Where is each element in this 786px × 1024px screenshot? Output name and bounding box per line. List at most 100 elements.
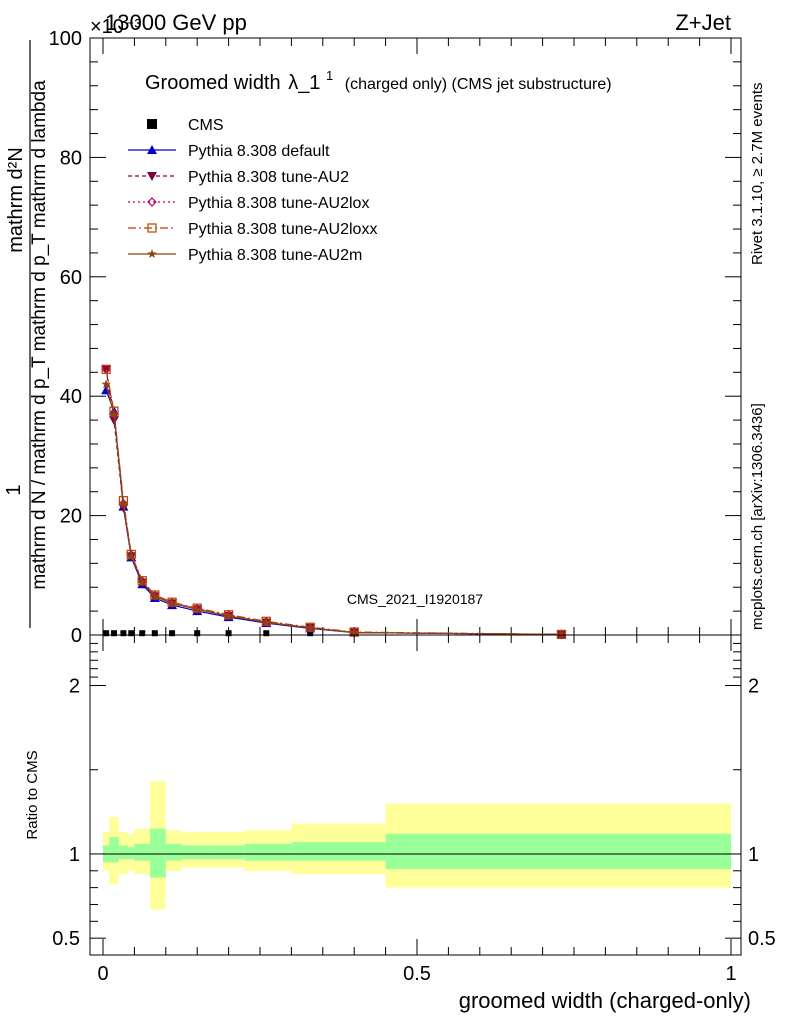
legend-label: CMS	[188, 117, 224, 134]
legend-marker	[147, 197, 157, 207]
legend-marker	[147, 119, 157, 129]
exponent-label: ×10⁻³	[90, 16, 141, 38]
ratio-y-tick-label: 0.5	[52, 928, 80, 950]
legend-item-default: Pythia 8.308 default	[128, 143, 330, 160]
ratio-band-inner	[385, 833, 731, 870]
y-tick-label: 20	[60, 506, 82, 528]
ratio-band-inner	[181, 845, 213, 859]
legend-item-au2lox: Pythia 8.308 tune-AU2lox	[128, 195, 369, 212]
y-tick-label: 80	[60, 147, 82, 169]
data-point-au2m	[137, 576, 148, 586]
data-point-cms	[151, 630, 158, 637]
energy-label: 13000 GeV pp	[105, 10, 247, 35]
legend-item-au2loxx: Pythia 8.308 tune-AU2loxx	[128, 221, 377, 238]
data-point-au2m	[167, 598, 177, 608]
main-y-label: 1 mathrm d²N mathrm d N / mathrm d p_T m…	[3, 40, 50, 628]
rivet-label: Rivet 3.1.10, ≥ 2.7M events	[749, 83, 766, 266]
data-point-cms	[103, 630, 110, 637]
watermark: CMS_2021_I1920187	[347, 591, 483, 607]
ratio-band-inner	[212, 845, 245, 859]
ratio-band-inner	[118, 845, 129, 859]
legend-marker	[147, 249, 157, 259]
main-plot-panel: 0 20 40 60 80 100 CMS_2021_I1920187 Groomed w…	[49, 28, 742, 647]
legend-label: Pythia 8.308 tune-AU2loxx	[188, 221, 377, 238]
ratio-band-inner	[291, 842, 386, 861]
legend-label: Pythia 8.308 tune-AU2m	[188, 247, 362, 264]
y-label-denominator: mathrm d N / mathrm d p_T mathrm d p_T m…	[29, 80, 50, 590]
mcplots-label: mcplots.cern.ch [arXiv:1306.3436]	[749, 403, 766, 630]
legend-label: Pythia 8.308 tune-AU2	[188, 169, 349, 186]
legend-label: Pythia 8.308 default	[188, 143, 330, 160]
data-point-au2m	[126, 551, 137, 561]
series-au2loxx	[101, 364, 567, 640]
process-label: Z+Jet	[675, 10, 731, 35]
data-point-cms	[128, 630, 135, 637]
legend-item-au2: Pythia 8.308 tune-AU2	[128, 169, 349, 186]
series-line-au2loxx	[105, 369, 562, 635]
ratio-band-inner	[244, 843, 292, 861]
series-au2lox	[101, 364, 567, 640]
ratio-y-tick-label-right: 0.5	[748, 928, 776, 950]
data-point-au2m	[349, 627, 359, 637]
data-point-au2m	[261, 617, 272, 627]
legend: CMS Pythia 8.308 default Pythia 8.308 tune…	[128, 117, 377, 264]
y-label-numerator: 1	[3, 484, 25, 495]
legend-item-cms: CMS	[147, 117, 224, 134]
ratio-y-label: Ratio to CMS	[24, 750, 41, 839]
ratio-y-tick-label: 2	[69, 676, 80, 698]
legend-item-au2m: Pythia 8.308 tune-AU2m	[128, 247, 362, 264]
plot-title-text: Groomed width	[145, 72, 281, 94]
plot-title-suffix: (charged only) (CMS jet substructure)	[345, 76, 612, 93]
data-point-cms	[169, 630, 176, 637]
data-point-cms	[194, 630, 201, 637]
data-point-au2loxx	[101, 364, 111, 374]
x-tick-label: 0	[97, 963, 108, 985]
y-tick-label: 40	[60, 386, 82, 408]
ratio-band-inner	[165, 843, 182, 861]
ratio-band-inner	[134, 843, 151, 861]
plot-title-symbol: λ_1	[288, 72, 320, 94]
ratio-y-tick-label: 1	[69, 844, 80, 866]
data-point-au2m	[109, 409, 119, 419]
ratio-plot-frame	[89, 634, 742, 956]
legend-label: Pythia 8.308 tune-AU2lox	[188, 195, 369, 212]
data-point-au2m	[150, 591, 160, 601]
legend-marker	[147, 172, 157, 181]
data-point-au2m	[101, 379, 111, 389]
data-point-cms	[139, 630, 146, 637]
data-point-cms	[110, 630, 117, 637]
ratio-band-inner	[128, 847, 135, 859]
plot-title: Groomed width λ_1 1 (charged only) (CMS …	[145, 63, 612, 94]
data-point-au2loxx	[126, 549, 136, 560]
legend-marker	[147, 223, 157, 233]
series-line-au2m	[105, 384, 562, 635]
data-point-au2m	[223, 610, 234, 620]
y-label-top: mathrm d²N	[5, 147, 27, 253]
x-axis-label: groomed width (charged-only)	[459, 988, 751, 1013]
x-tick-label: 1	[725, 963, 736, 985]
data-point-au2	[108, 416, 119, 426]
data-point-cms	[307, 630, 314, 637]
series-line-au2	[105, 369, 562, 635]
ratio-band-inner	[109, 837, 119, 863]
ratio-y-tick-label-right: 1	[748, 844, 759, 866]
legend-marker	[147, 145, 157, 154]
data-point-au2m	[118, 498, 129, 508]
series-au2m	[101, 379, 567, 639]
data-point-au2m	[305, 622, 315, 632]
data-point-cms	[120, 630, 127, 637]
ratio-y-tick-label-right: 2	[748, 676, 759, 698]
ratio-band-inner	[150, 828, 166, 878]
data-point-cms	[263, 630, 270, 637]
y-tick-label: 100	[49, 28, 82, 50]
y-tick-label: 0	[71, 625, 82, 647]
y-tick-label: 60	[60, 267, 82, 289]
plot-title-sup: 1	[326, 68, 333, 83]
data-point-au2m	[192, 604, 202, 614]
x-tick-label: 0.5	[403, 963, 431, 985]
data-point-cms	[225, 630, 232, 637]
data-point-au2m	[556, 629, 567, 639]
ratio-plot-panel: 0.5 0.5 1 1 2 2 0 0.5 1 Ratio to CMS groomed wid…	[24, 634, 776, 1013]
series-line-au2lox	[105, 369, 562, 635]
